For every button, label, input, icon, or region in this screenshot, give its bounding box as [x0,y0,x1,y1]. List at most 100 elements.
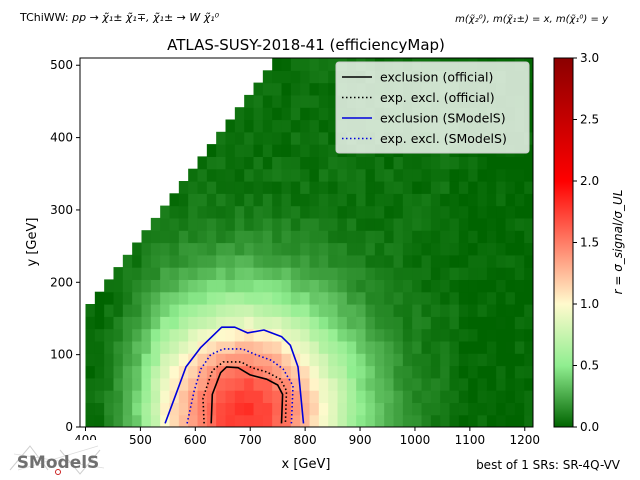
heatmap-cell [365,254,376,268]
heatmap-cell [290,119,301,133]
heatmap-cell [412,377,423,391]
heatmap-cell [113,291,124,305]
heatmap-cell [505,205,516,219]
heatmap-cell [496,230,507,244]
heatmap-cell [496,365,507,379]
heatmap-cell [477,217,488,231]
heatmap-cell [328,217,339,231]
heatmap-cell [346,304,357,317]
heatmap-cell [178,402,189,416]
heatmap-cell [337,254,348,268]
heatmap-cell [197,168,208,182]
heatmap-cell [150,316,161,330]
heatmap-cell [216,279,227,293]
heatmap-cell [132,267,143,280]
heatmap-cell [122,390,133,403]
heatmap-cell [244,254,255,268]
heatmap-cell [402,316,413,330]
heatmap-cell [524,254,533,268]
heatmap-cell [421,279,432,293]
heatmap-cell [440,168,451,182]
heatmap-cell [486,205,497,219]
heatmap-cell [328,119,339,133]
heatmap-cell [281,279,292,293]
heatmap-cell [216,131,227,145]
heatmap-cell [300,94,311,108]
heatmap-cell [374,168,385,182]
heatmap-cell [104,279,115,293]
heatmap-cell [188,365,199,379]
heatmap-cell [384,402,395,416]
heatmap-cell [449,390,460,403]
heatmap-cell [365,340,376,354]
heatmap-cell [244,414,255,427]
heatmap-cell [524,340,533,354]
heatmap-cell [402,414,413,427]
heatmap-cell [178,414,189,427]
heatmap-cell [262,390,273,403]
heatmap-cell [486,242,497,256]
heatmap-cell [524,316,533,330]
heatmap-cell [346,217,357,231]
heatmap-cell [402,254,413,268]
heatmap-cell [337,156,348,170]
heatmap-cell [486,181,497,194]
heatmap-cell [225,181,236,194]
heatmap-cell [318,168,329,182]
heatmap-cell [272,168,283,182]
colorbar-tick-label: 2.5 [580,113,599,127]
heatmap-cell [356,316,367,330]
heatmap-cell [514,254,525,268]
heatmap-cell [318,304,329,317]
heatmap-cell [430,230,441,244]
heatmap-cell [281,107,292,121]
heatmap-cell [132,377,143,391]
heatmap-cell [225,402,236,416]
heatmap-cell [374,316,385,330]
heatmap-cell [262,402,273,416]
heatmap-cell [430,414,441,427]
heatmap-cell [440,156,451,170]
heatmap-cell [356,414,367,427]
heatmap-cell [290,131,301,145]
heatmap-cell [216,316,227,330]
heatmap-cell [477,230,488,244]
heatmap-cell [486,304,497,317]
colorbar [553,57,574,428]
heatmap-cell [244,144,255,157]
heatmap-cell [244,242,255,256]
heatmap-cell [486,390,497,403]
heatmap-cell [393,340,404,354]
heatmap-cell [346,414,357,427]
heatmap-cell [178,390,189,403]
heatmap-cell [132,390,143,403]
heatmap-cell [449,242,460,256]
heatmap-cell [290,279,301,293]
heatmap-cell [384,193,395,207]
heatmap-cell [440,402,451,416]
heatmap-cell [449,193,460,207]
heatmap-cell [197,365,208,379]
heatmap-cell [496,168,507,182]
heatmap-cell [449,254,460,268]
heatmap-cell [496,217,507,231]
heatmap-cell [449,181,460,194]
colorbar-tick-label: 0.5 [580,359,599,373]
heatmap-cell [281,82,292,96]
heatmap-cell [300,156,311,170]
heatmap-cell [412,365,423,379]
heatmap-cell [197,377,208,391]
heatmap-cell [234,279,245,293]
heatmap-cell [486,291,497,305]
heatmap-cell [262,94,273,108]
contour-exclusion-smodels [164,326,305,424]
heatmap-cell [505,254,516,268]
heatmap-cell [309,205,320,219]
heatmap-cell [225,168,236,182]
heatmap-cell [505,181,516,194]
heatmap-cell [468,402,479,416]
heatmap-cell [141,340,152,354]
heatmap-cell [412,291,423,305]
heatmap-cell [104,365,115,379]
heatmap-cell [421,217,432,231]
